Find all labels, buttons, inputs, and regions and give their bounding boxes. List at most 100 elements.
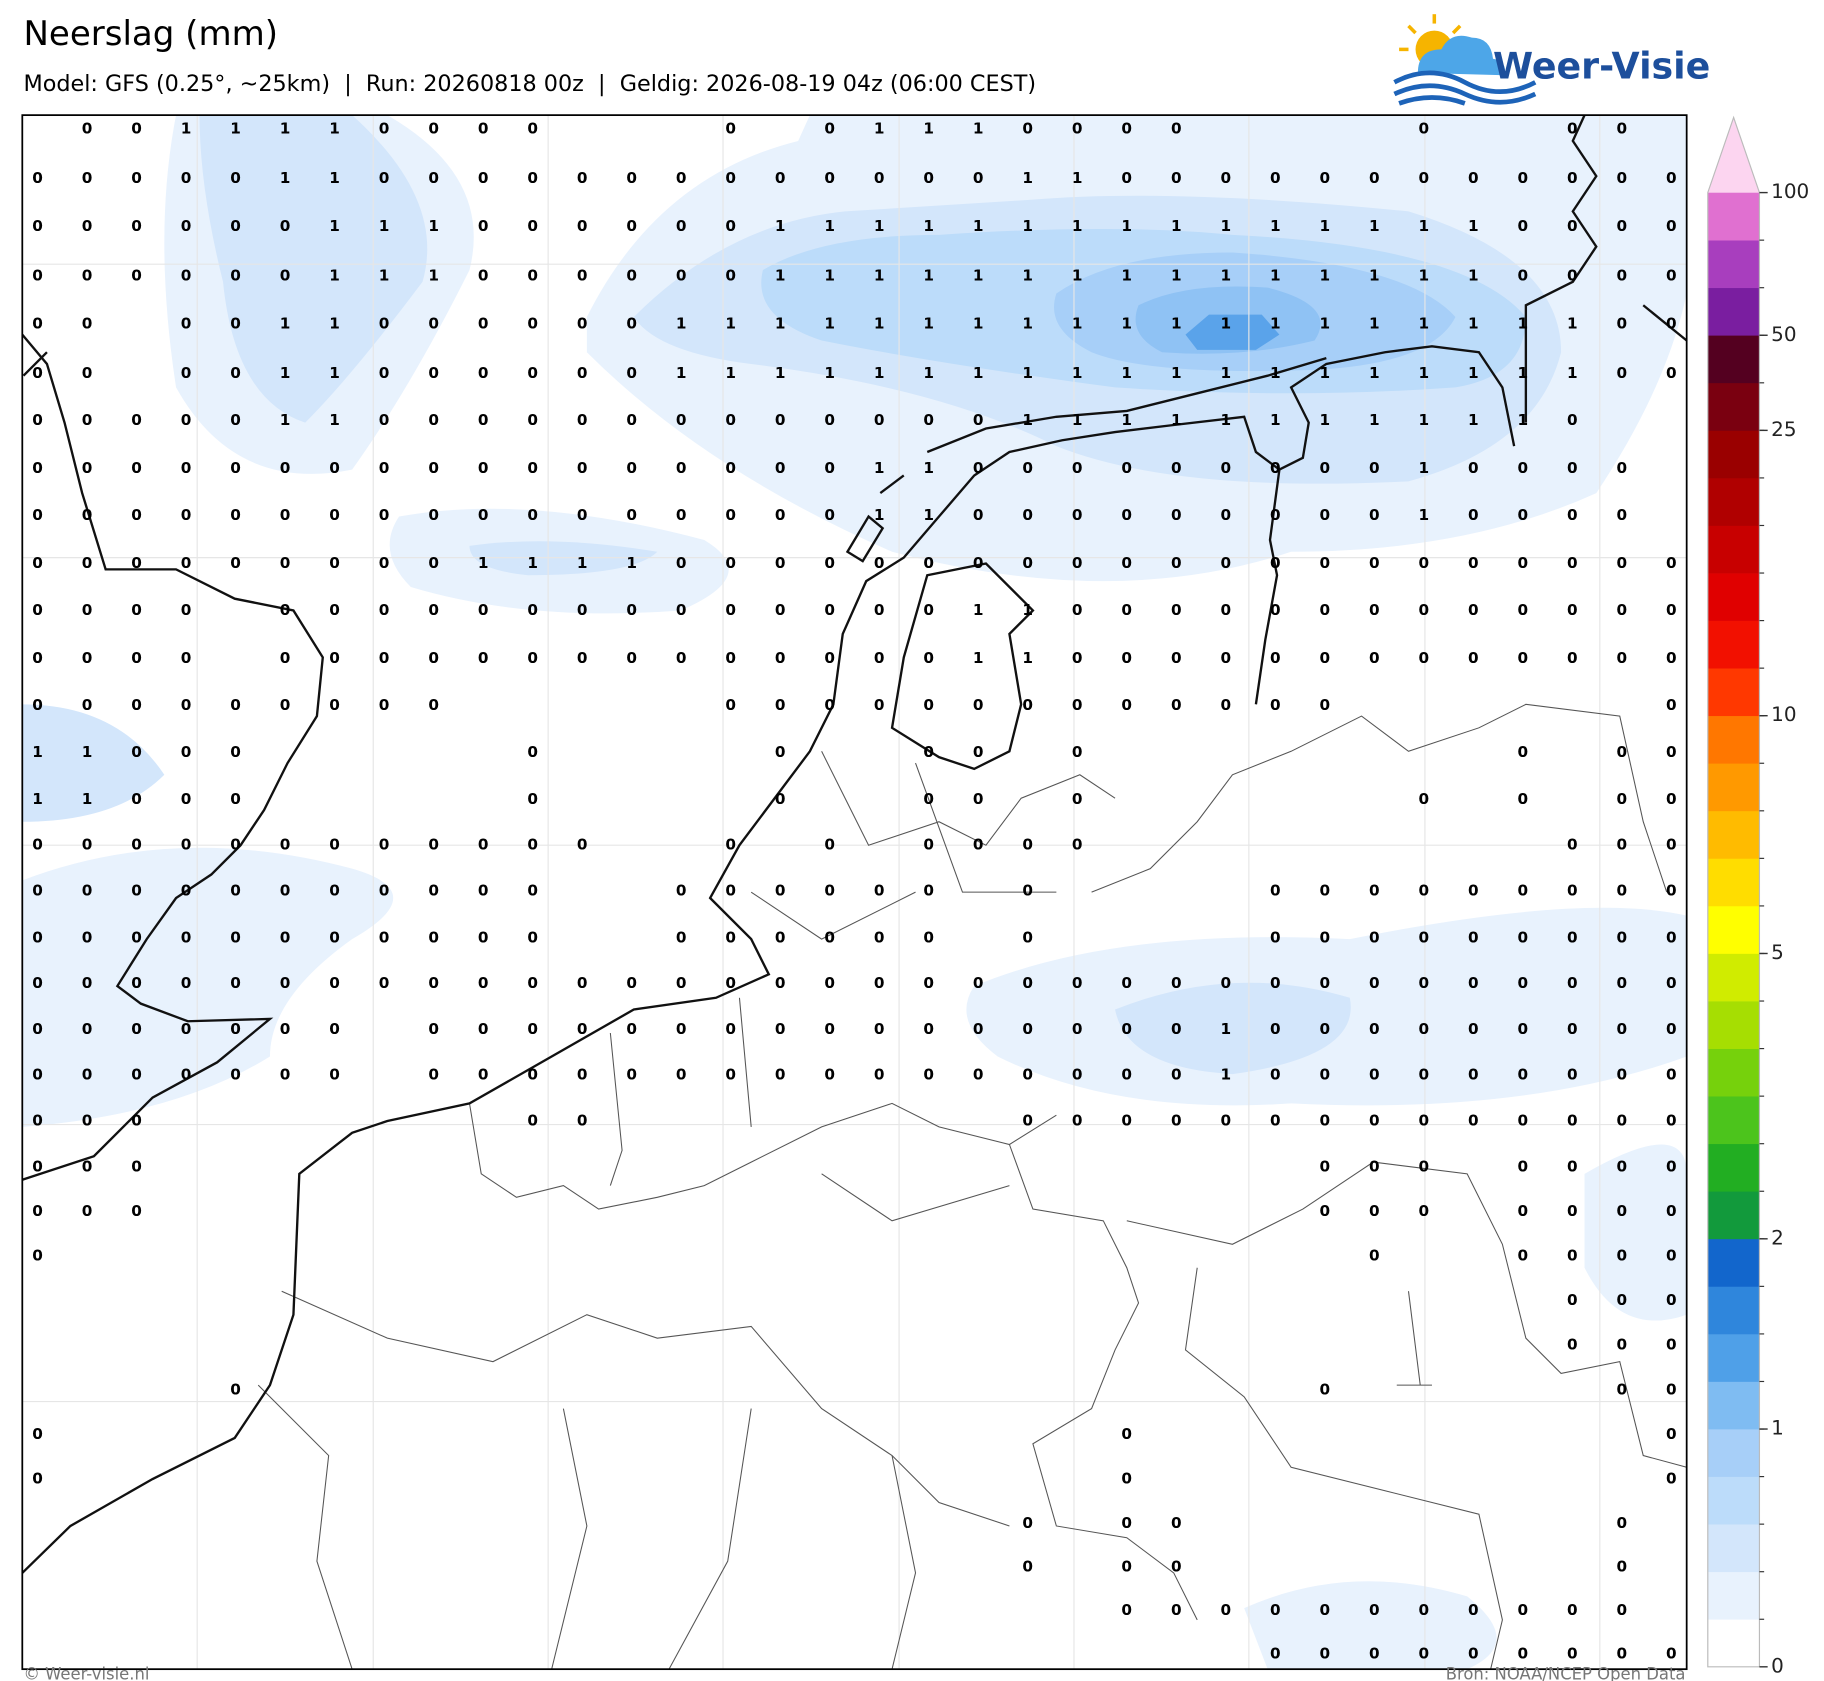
grid-value: 0 [1270, 1112, 1281, 1130]
grid-value: 0 [1518, 790, 1529, 808]
grid-value: 1 [923, 266, 934, 284]
colorbar-segment [1707, 1429, 1760, 1477]
colorbar-segment [1707, 1191, 1760, 1240]
grid-value: 0 [577, 974, 588, 992]
grid-value: 0 [1171, 120, 1182, 138]
colorbar-tick-label: 0 [1771, 1653, 1784, 1677]
grid-value: 0 [181, 881, 192, 899]
grid-value: 0 [1468, 554, 1479, 572]
grid-value: 0 [527, 790, 538, 808]
grid-value: 0 [1121, 1470, 1132, 1488]
grid-value: 0 [725, 974, 736, 992]
grid-value: 1 [1171, 411, 1182, 429]
grid-value: 1 [1022, 315, 1033, 333]
grid-value: 0 [478, 364, 489, 382]
grid-value: 0 [131, 1112, 142, 1130]
grid-value: 1 [923, 217, 934, 235]
grid-value: 0 [577, 1066, 588, 1084]
grid-value: 0 [32, 1157, 43, 1175]
grid-value: 0 [1220, 696, 1231, 714]
grid-value: 0 [1022, 928, 1033, 946]
grid-value: 0 [1171, 1066, 1182, 1084]
colorbar-segment [1707, 430, 1760, 479]
grid-value: 0 [1319, 1066, 1330, 1084]
grid-value: 1 [1220, 217, 1231, 235]
grid-value: 0 [1418, 881, 1429, 899]
grid-value: 1 [1022, 649, 1033, 667]
grid-value: 0 [1468, 1020, 1479, 1038]
grid-value: 0 [1617, 1202, 1628, 1220]
colorbar-segment [1707, 240, 1760, 289]
grid-value: 0 [1518, 601, 1529, 619]
grid-value: 0 [428, 974, 439, 992]
grid-value: 1 [725, 364, 736, 382]
grid-value: 0 [329, 836, 340, 854]
grid-value: 0 [1171, 459, 1182, 477]
grid-value: 1 [973, 601, 984, 619]
grid-value: 0 [973, 554, 984, 572]
grid-value: 0 [923, 554, 934, 572]
grid-value: 0 [874, 169, 885, 187]
grid-value: 0 [1022, 1020, 1033, 1038]
grid-value: 0 [82, 1157, 93, 1175]
grid-value: 0 [379, 928, 390, 946]
grid-value: 0 [478, 169, 489, 187]
grid-value: 0 [1369, 1644, 1380, 1662]
grid-value: 0 [1121, 506, 1132, 524]
grid-value: 0 [527, 601, 538, 619]
grid-value: 0 [82, 169, 93, 187]
grid-value: 0 [181, 928, 192, 946]
grid-value: 0 [1666, 696, 1677, 714]
grid-value: 0 [1418, 928, 1429, 946]
colorbar-segment [1707, 715, 1760, 764]
grid-value: 0 [775, 411, 786, 429]
grid-value: 0 [230, 315, 241, 333]
grid-value: 0 [874, 1020, 885, 1038]
grid-value: 1 [1319, 411, 1330, 429]
grid-value: 0 [973, 696, 984, 714]
grid-value: 0 [1468, 169, 1479, 187]
grid-value: 0 [82, 120, 93, 138]
grid-value: 1 [1369, 411, 1380, 429]
grid-value: 0 [1567, 120, 1578, 138]
grid-value: 0 [32, 506, 43, 524]
colorbar-tick-label: 2 [1771, 1225, 1784, 1249]
grid-value: 0 [1369, 1247, 1380, 1265]
grid-value: 0 [131, 649, 142, 667]
grid-value: 1 [1171, 217, 1182, 235]
grid-value: 0 [329, 1020, 340, 1038]
grid-value: 0 [577, 315, 588, 333]
grid-value: 1 [1220, 266, 1231, 284]
grid-value: 0 [1567, 1247, 1578, 1265]
grid-value: 0 [379, 169, 390, 187]
grid-value: 0 [1121, 1558, 1132, 1576]
logo: Weer-Visie [1393, 14, 1710, 106]
grid-value: 0 [1072, 1112, 1083, 1130]
grid-value: 0 [1518, 1066, 1529, 1084]
grid-value: 0 [973, 836, 984, 854]
grid-value: 0 [1121, 120, 1132, 138]
grid-value: 1 [1319, 364, 1330, 382]
grid-value: 1 [874, 459, 885, 477]
grid-value: 1 [1418, 266, 1429, 284]
grid-value: 0 [1270, 649, 1281, 667]
grid-value: 0 [626, 411, 637, 429]
grid-value: 0 [32, 364, 43, 382]
grid-value: 0 [1518, 1247, 1529, 1265]
grid-value: 0 [775, 743, 786, 761]
grid-value: 0 [379, 364, 390, 382]
grid-value: 0 [1518, 1644, 1529, 1662]
grid-value: 0 [1418, 790, 1429, 808]
grid-value: 0 [1270, 1020, 1281, 1038]
grid-value: 0 [1666, 836, 1677, 854]
grid-value: 0 [1270, 696, 1281, 714]
grid-value: 0 [1468, 649, 1479, 667]
grid-value: 0 [527, 836, 538, 854]
grid-value: 0 [1567, 649, 1578, 667]
grid-value: 0 [379, 459, 390, 477]
grid-value: 0 [527, 1112, 538, 1130]
grid-value: 0 [676, 928, 687, 946]
grid-value: 0 [1666, 881, 1677, 899]
grid-value: 0 [725, 169, 736, 187]
